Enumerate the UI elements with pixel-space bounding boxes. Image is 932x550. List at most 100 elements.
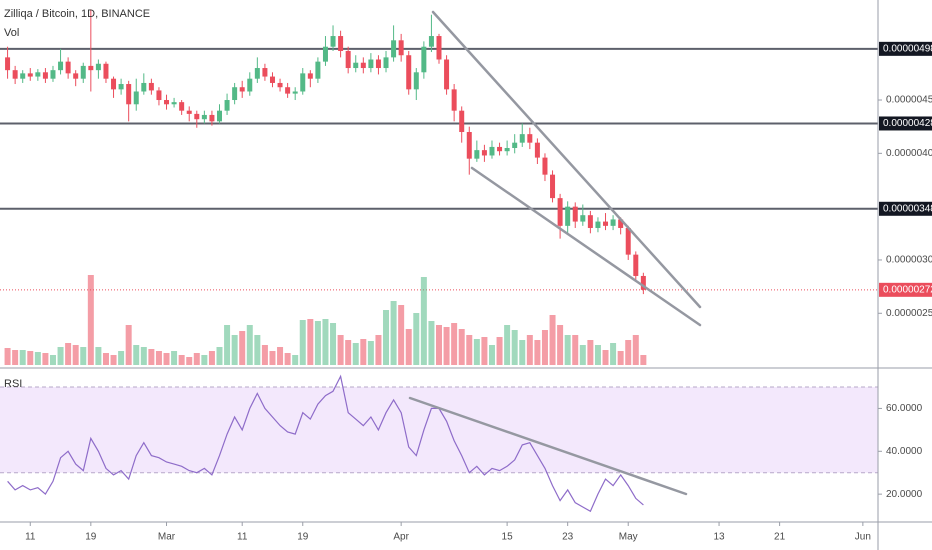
candle-body [474, 150, 480, 159]
x-tick-label: 21 [774, 532, 786, 543]
candle-body [95, 63, 101, 71]
volume-bar [239, 331, 246, 365]
candle-body [444, 59, 450, 90]
volume-bar [72, 345, 79, 365]
volume-bar [481, 337, 488, 365]
candle-body [232, 87, 238, 101]
marks [5, 9, 646, 513]
volume-bar [261, 345, 268, 365]
volume-bar [451, 323, 458, 365]
volume-bar [19, 350, 26, 365]
volume-bar [254, 335, 261, 365]
volume-bar [534, 340, 541, 365]
rsi-band [0, 387, 878, 473]
volume-bar [458, 329, 465, 365]
volume-bar [307, 319, 314, 365]
last-price-box [879, 282, 932, 297]
x-tick-label: Mar [158, 532, 176, 543]
volume-bar [572, 335, 579, 365]
candle-body [217, 110, 222, 122]
volume-bar [314, 321, 321, 365]
x-tick-label: May [619, 532, 638, 543]
candle-body [587, 215, 593, 228]
candle-body [550, 174, 556, 199]
candle-body [618, 219, 624, 228]
candle-body [466, 132, 472, 159]
candle-body [489, 146, 495, 156]
candle-body [330, 36, 336, 47]
candle-body [459, 110, 465, 133]
chart-title: Zilliqa / Bitcoin, 1D, BINANCE [4, 8, 150, 20]
volume-bar [526, 335, 533, 365]
volume-bar [216, 347, 223, 365]
candle-body [35, 72, 41, 77]
volume-bar [488, 345, 495, 365]
candle-body [557, 198, 563, 226]
candle-body [148, 82, 154, 91]
volume-bar [345, 340, 352, 365]
candle-body [118, 84, 124, 90]
volume-bar [110, 355, 117, 365]
volume-bar [541, 330, 548, 365]
volume-bar [34, 352, 41, 365]
candle-body [20, 73, 26, 79]
volume-bar [640, 355, 647, 365]
candle-body [640, 275, 646, 290]
volume-bar [428, 321, 435, 365]
candle-body [194, 113, 200, 120]
volume-bar [178, 355, 185, 365]
candle-body [292, 91, 298, 94]
volume-bar [57, 347, 64, 365]
x-tick-label: Jun [855, 532, 871, 543]
candle-body [80, 65, 86, 79]
candle-body [126, 84, 132, 105]
candle-body [322, 46, 328, 62]
candle-body [497, 146, 503, 152]
volume-bar [367, 341, 374, 365]
volume-bar [102, 353, 109, 365]
rsi-tick-label: 20.0000 [886, 489, 923, 500]
candle-body [360, 62, 366, 69]
volume-bar [42, 353, 49, 365]
volume-bar [140, 347, 147, 365]
candle-body [625, 227, 631, 255]
candle-body [285, 87, 291, 94]
candle-body [580, 215, 586, 222]
candle-body [224, 100, 230, 111]
x-tick-label: 23 [562, 532, 574, 543]
volume-bar [133, 345, 140, 365]
volume-bar [557, 325, 564, 365]
volume-bar [579, 345, 586, 365]
candle-body [247, 78, 253, 92]
volume-bar [473, 339, 480, 365]
candle-body [315, 61, 321, 79]
volume-bar [27, 351, 34, 365]
candle-body [534, 142, 540, 158]
level-label-box [879, 201, 932, 216]
volume-bar [337, 335, 344, 365]
volume-bar [155, 351, 162, 365]
candle-body [186, 110, 192, 114]
candle-body [164, 100, 170, 105]
candle-body [512, 142, 518, 149]
volume-bar [564, 335, 571, 365]
candle-body [27, 73, 33, 77]
volume-bar [269, 351, 276, 365]
last-price-label: 0.00000272 [883, 284, 932, 295]
volume-bar [208, 351, 215, 365]
candle-body [300, 73, 306, 92]
candle-body [338, 36, 344, 51]
candle-body [65, 61, 71, 74]
candle-body [595, 221, 601, 228]
candle-body [171, 102, 177, 105]
candle-body [12, 70, 18, 79]
candle-body [375, 59, 381, 69]
x-tick-label: 15 [502, 532, 514, 543]
candle-body [345, 50, 351, 69]
trend-line [431, 10, 702, 309]
level-label: 0.00000428 [883, 118, 932, 129]
volume-bar [511, 330, 518, 365]
volume-bar [602, 350, 609, 365]
